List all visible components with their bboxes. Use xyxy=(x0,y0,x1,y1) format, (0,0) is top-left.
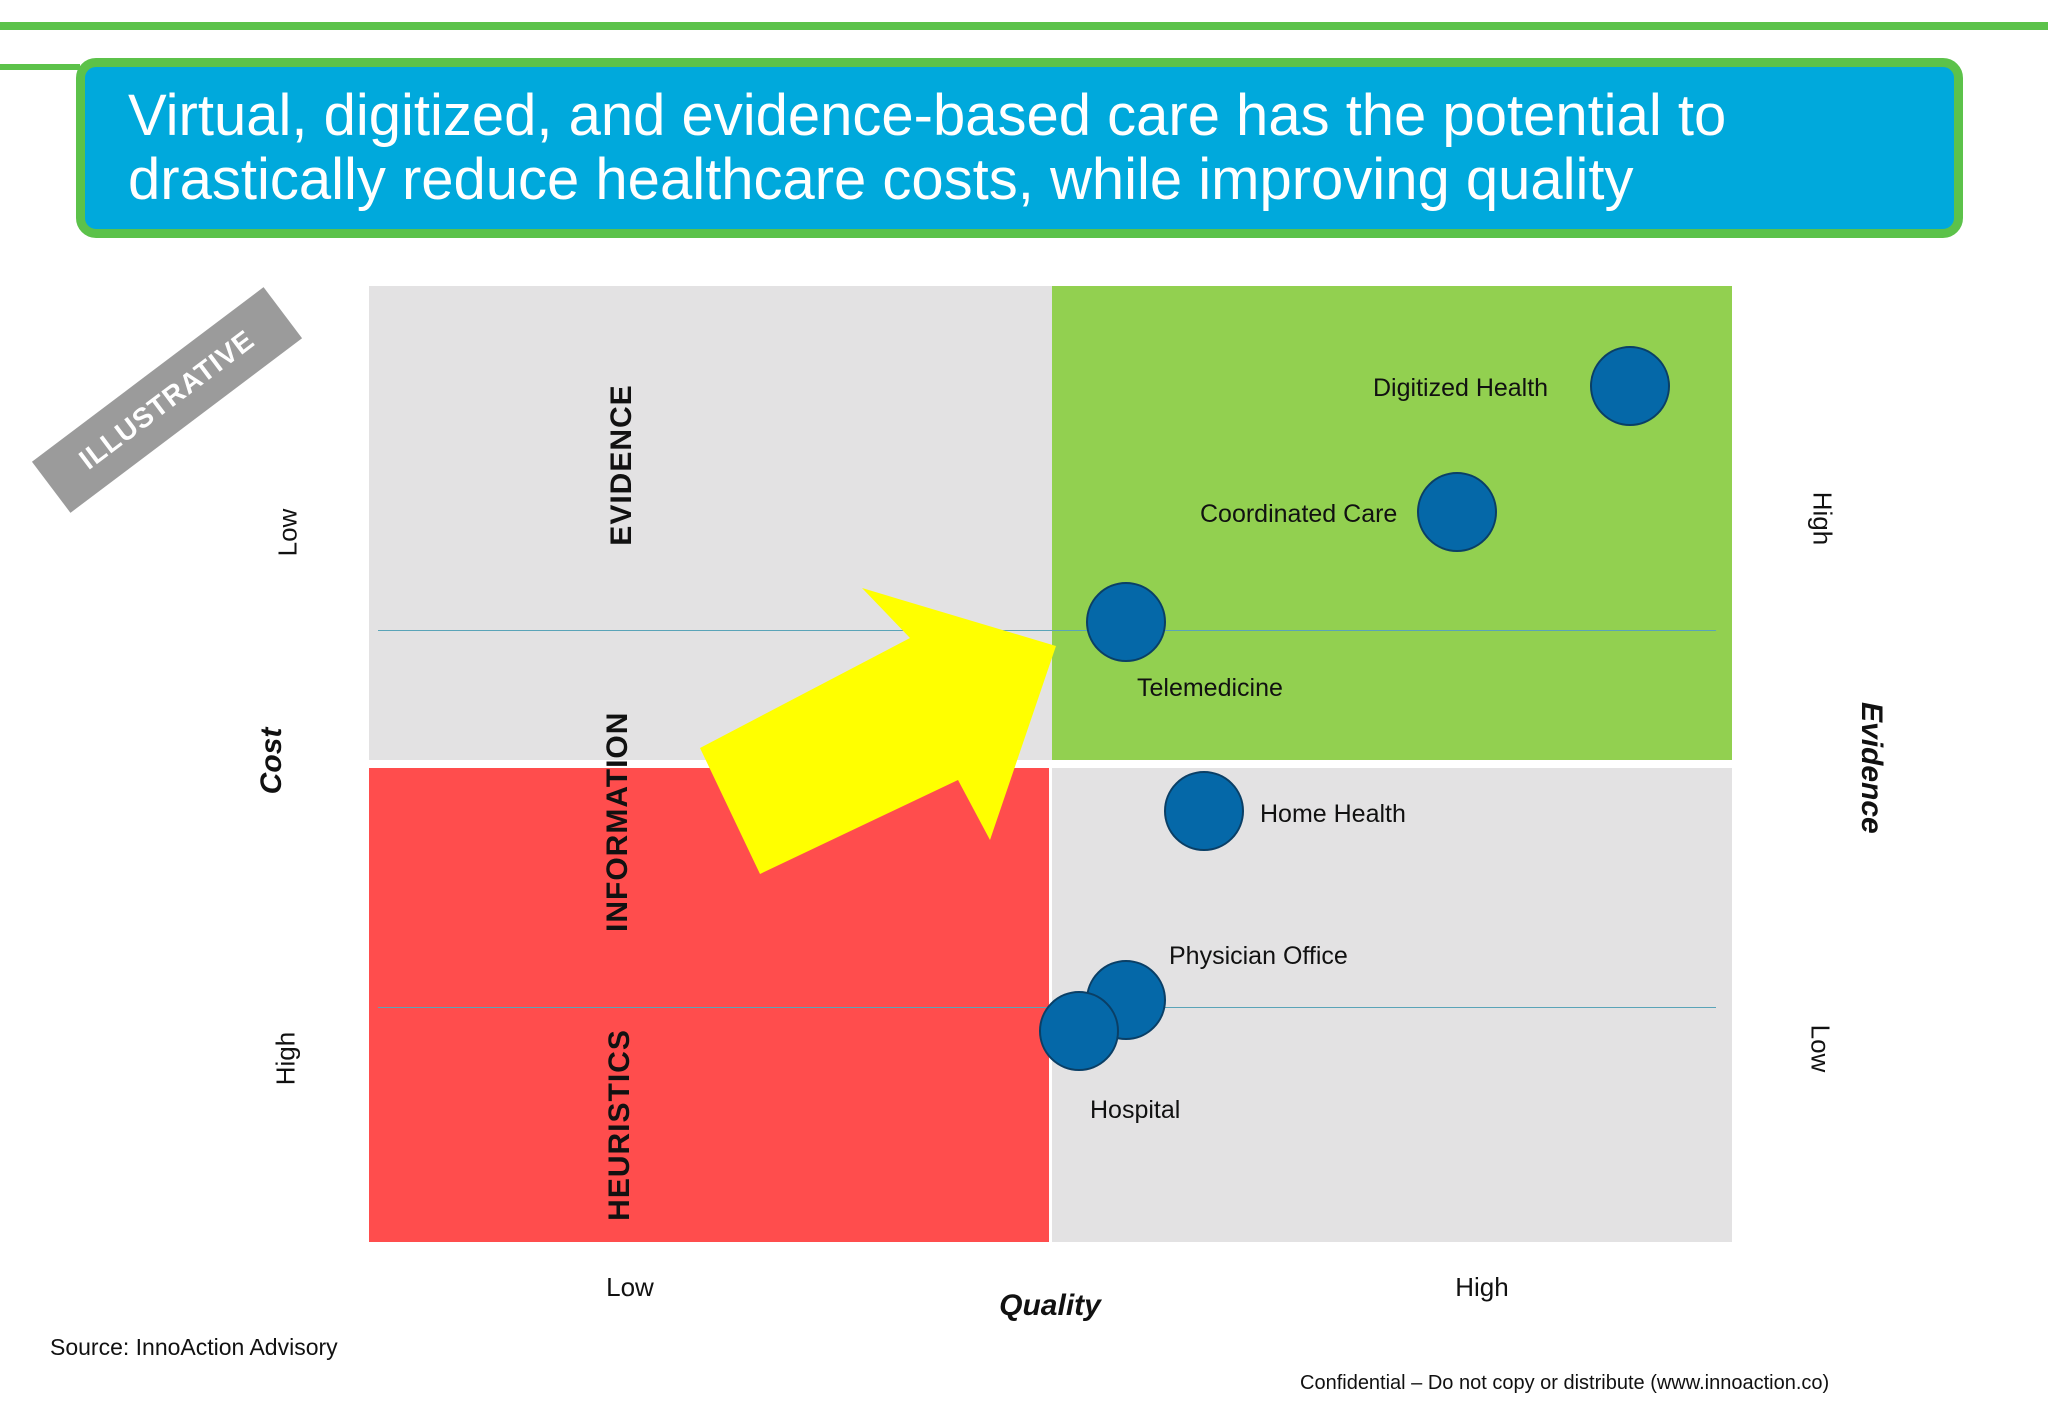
bottom-axis-low-label: Low xyxy=(606,1272,654,1302)
left-axis-title: Cost xyxy=(255,727,288,795)
bubble-telemedicine xyxy=(1086,582,1166,662)
label-coordinated-care: Coordinated Care xyxy=(1200,500,1398,528)
source-note: Source: InnoAction Advisory xyxy=(50,1334,338,1360)
label-telemedicine: Telemedicine xyxy=(1137,674,1283,702)
label-hospital: Hospital xyxy=(1090,1096,1181,1124)
label-physician-office: Physician Office xyxy=(1169,942,1348,970)
left-axis-top-label: Low xyxy=(272,508,303,557)
page-title: Virtual, digitized, and evidence-based c… xyxy=(128,84,1928,212)
bottom-axis-title: Quality xyxy=(999,1289,1101,1322)
bubble-home-health xyxy=(1164,771,1244,851)
title-banner xyxy=(76,58,1963,238)
label-digitized-health: Digitized Health xyxy=(1373,374,1549,402)
left-axis-bottom-label: High xyxy=(270,1031,301,1086)
title-line-1: Virtual, digitized, and evidence-based c… xyxy=(128,83,1727,148)
quadrant-bottom-left xyxy=(369,768,1049,1242)
confidential-note: Confidential – Do not copy or distribute… xyxy=(1300,1372,1830,1394)
improvement-arrow-icon xyxy=(700,588,1056,874)
right-axis-bottom-label: Low xyxy=(1805,1024,1836,1073)
bubble-coordinated-care xyxy=(1417,472,1497,552)
title-line-2: drastically reduce healthcare costs, whi… xyxy=(128,147,1634,212)
bottom-axis-high-label: High xyxy=(1455,1272,1509,1302)
right-axis-title: Evidence xyxy=(1855,702,1888,834)
band-label-information: INFORMATION xyxy=(601,711,634,932)
illustrative-stamp: ILLUSTRATIVE xyxy=(31,287,303,513)
band-divider-upper xyxy=(378,630,1716,631)
bubble-hospital xyxy=(1039,991,1119,1071)
right-axis-top-label: High xyxy=(1807,491,1838,546)
left-accent-line xyxy=(0,64,80,70)
band-label-heuristics: HEURISTICS xyxy=(603,1029,636,1221)
top-accent-line xyxy=(0,22,2048,30)
band-label-evidence: EVIDENCE xyxy=(605,384,638,546)
label-home-health: Home Health xyxy=(1260,800,1406,828)
bubble-digitized-health xyxy=(1590,346,1670,426)
